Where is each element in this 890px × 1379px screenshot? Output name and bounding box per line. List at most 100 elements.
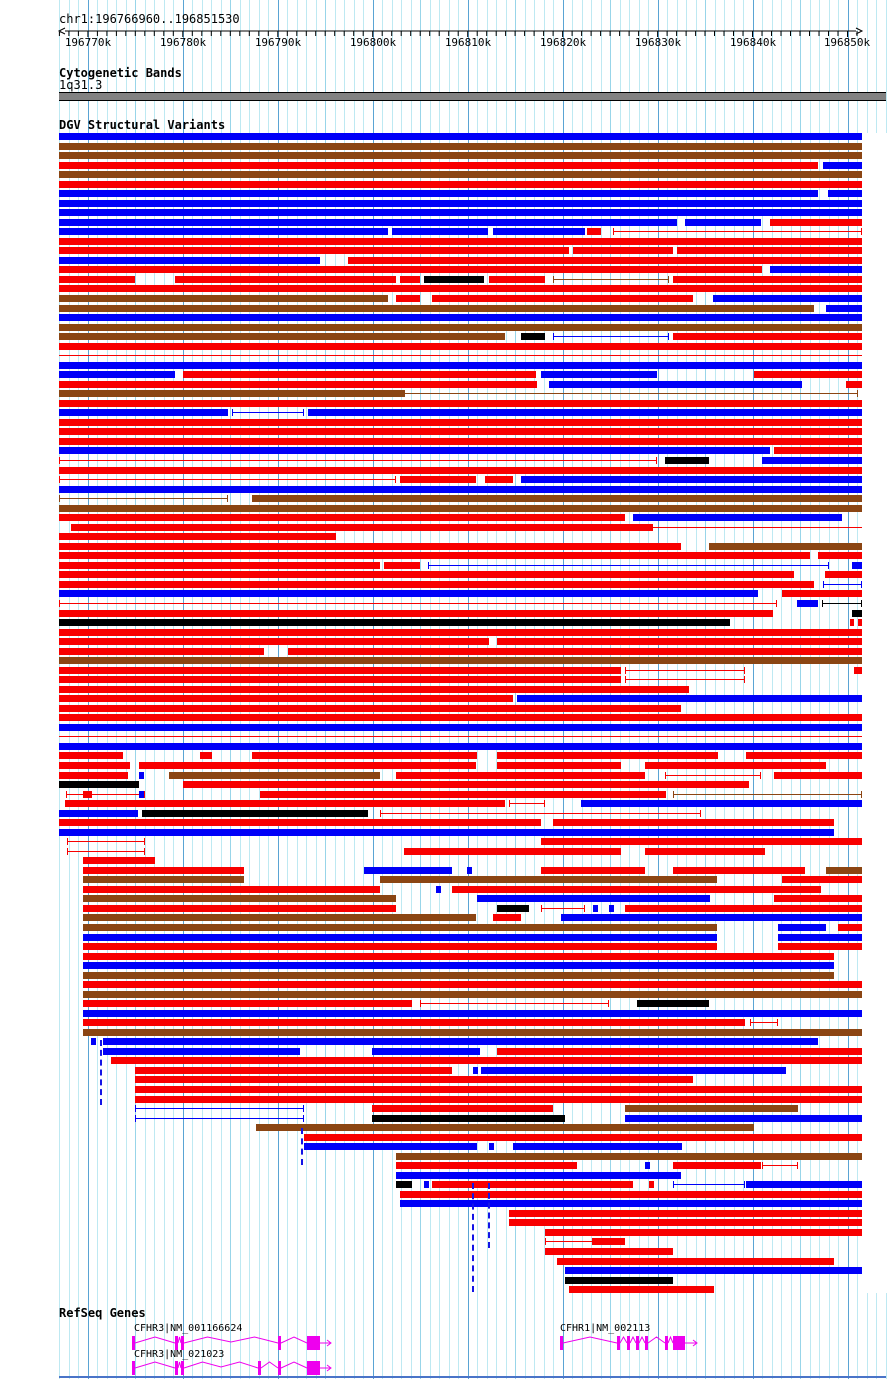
variant-bar[interactable] bbox=[183, 781, 749, 788]
variant-bar[interactable] bbox=[573, 247, 673, 254]
variant-bar[interactable] bbox=[59, 819, 541, 826]
variant-bar[interactable] bbox=[825, 571, 862, 578]
variant-bar[interactable] bbox=[673, 1162, 761, 1169]
variant-bar[interactable] bbox=[565, 1267, 862, 1274]
variant-bar[interactable] bbox=[59, 695, 513, 702]
variant-bar[interactable] bbox=[452, 886, 821, 893]
variant-line[interactable] bbox=[135, 1108, 304, 1109]
variant-bar[interactable] bbox=[557, 1258, 834, 1265]
variant-bar[interactable] bbox=[473, 1067, 478, 1074]
variant-bar[interactable] bbox=[59, 667, 621, 674]
variant-bar[interactable] bbox=[673, 867, 805, 874]
variant-bar[interactable] bbox=[59, 619, 730, 626]
variant-line[interactable] bbox=[613, 231, 862, 232]
exon-box[interactable] bbox=[673, 1336, 676, 1350]
variant-bar[interactable] bbox=[609, 905, 614, 912]
variant-bar[interactable] bbox=[59, 762, 130, 769]
variant-bar[interactable] bbox=[256, 1124, 754, 1131]
variant-bar[interactable] bbox=[175, 276, 396, 283]
variant-bar[interactable] bbox=[135, 1067, 452, 1074]
variant-bar[interactable] bbox=[396, 1181, 412, 1188]
variant-bar[interactable] bbox=[746, 752, 862, 759]
variant-line[interactable] bbox=[665, 775, 761, 776]
exon-box[interactable] bbox=[175, 1336, 178, 1350]
variant-bar[interactable] bbox=[762, 457, 862, 464]
variant-bar[interactable] bbox=[71, 524, 653, 531]
variant-bar[interactable] bbox=[823, 162, 862, 169]
variant-bar[interactable] bbox=[818, 552, 862, 559]
variant-bar[interactable] bbox=[826, 867, 862, 874]
variant-bar[interactable] bbox=[59, 724, 862, 731]
variant-bar[interactable] bbox=[59, 419, 862, 426]
variant-bar[interactable] bbox=[625, 905, 862, 912]
variant-line[interactable] bbox=[822, 603, 862, 604]
variant-bar[interactable] bbox=[83, 972, 834, 979]
variant-bar[interactable] bbox=[83, 914, 476, 921]
variant-bar[interactable] bbox=[59, 810, 138, 817]
exon-box[interactable] bbox=[181, 1336, 184, 1350]
variant-bar[interactable] bbox=[252, 495, 862, 502]
variant-bar[interactable] bbox=[521, 333, 545, 340]
variant-bar[interactable] bbox=[625, 1105, 798, 1112]
variant-bar[interactable] bbox=[436, 886, 441, 893]
variant-line[interactable] bbox=[404, 393, 858, 394]
variant-bar[interactable] bbox=[392, 228, 488, 235]
variant-bar[interactable] bbox=[59, 409, 228, 416]
variant-bar[interactable] bbox=[59, 324, 862, 331]
exon-box[interactable] bbox=[676, 1336, 685, 1350]
variant-bar[interactable] bbox=[569, 1286, 714, 1293]
variant-bar[interactable] bbox=[645, 1162, 650, 1169]
variant-bar[interactable] bbox=[59, 714, 862, 721]
variant-bar[interactable] bbox=[384, 562, 420, 569]
variant-bar[interactable] bbox=[83, 991, 862, 998]
variant-bar[interactable] bbox=[59, 629, 862, 636]
variant-bar[interactable] bbox=[59, 209, 862, 216]
variant-bar[interactable] bbox=[59, 314, 862, 321]
variant-bar[interactable] bbox=[59, 505, 862, 512]
variant-bar[interactable] bbox=[59, 552, 810, 559]
variant-bar[interactable] bbox=[304, 1143, 477, 1150]
variant-bar[interactable] bbox=[541, 371, 657, 378]
variant-bar[interactable] bbox=[83, 962, 834, 969]
variant-line[interactable] bbox=[66, 794, 145, 795]
variant-bar[interactable] bbox=[364, 867, 452, 874]
variant-line[interactable] bbox=[673, 1184, 745, 1185]
variant-bar[interactable] bbox=[308, 409, 862, 416]
variant-line[interactable] bbox=[553, 279, 669, 280]
variant-line[interactable] bbox=[135, 1118, 304, 1119]
variant-bar[interactable] bbox=[83, 886, 380, 893]
variant-bar[interactable] bbox=[372, 1048, 480, 1055]
variant-bar[interactable] bbox=[59, 152, 862, 159]
variant-bar[interactable] bbox=[485, 476, 513, 483]
variant-bar[interactable] bbox=[59, 543, 681, 550]
variant-bar[interactable] bbox=[83, 905, 396, 912]
variant-bar[interactable] bbox=[541, 867, 645, 874]
variant-bar[interactable] bbox=[59, 486, 862, 493]
variant-bar[interactable] bbox=[782, 876, 862, 883]
variant-bar[interactable] bbox=[673, 333, 862, 340]
variant-bar[interactable] bbox=[59, 276, 135, 283]
variant-bar[interactable] bbox=[404, 848, 621, 855]
variant-bar[interactable] bbox=[593, 905, 598, 912]
variant-bar[interactable] bbox=[288, 648, 862, 655]
variant-bar[interactable] bbox=[545, 1248, 673, 1255]
variant-line[interactable] bbox=[625, 679, 745, 680]
variant-bar[interactable] bbox=[135, 1076, 693, 1083]
variant-bar[interactable] bbox=[372, 1105, 553, 1112]
variant-bar[interactable] bbox=[139, 762, 476, 769]
exon-box[interactable] bbox=[645, 1336, 648, 1350]
variant-bar[interactable] bbox=[846, 381, 862, 388]
variant-bar[interactable] bbox=[59, 581, 814, 588]
variant-bar[interactable] bbox=[489, 276, 545, 283]
variant-bar[interactable] bbox=[59, 752, 123, 759]
variant-bar[interactable] bbox=[633, 514, 842, 521]
variant-bar[interactable] bbox=[59, 238, 862, 245]
variant-line[interactable] bbox=[380, 813, 701, 814]
variant-bar[interactable] bbox=[142, 810, 368, 817]
variant-bar[interactable] bbox=[252, 752, 477, 759]
variant-bar[interactable] bbox=[709, 543, 862, 550]
variant-line[interactable] bbox=[823, 584, 862, 585]
variant-bar[interactable] bbox=[83, 895, 396, 902]
variant-bar[interactable] bbox=[497, 752, 718, 759]
variant-bar[interactable] bbox=[581, 800, 862, 807]
